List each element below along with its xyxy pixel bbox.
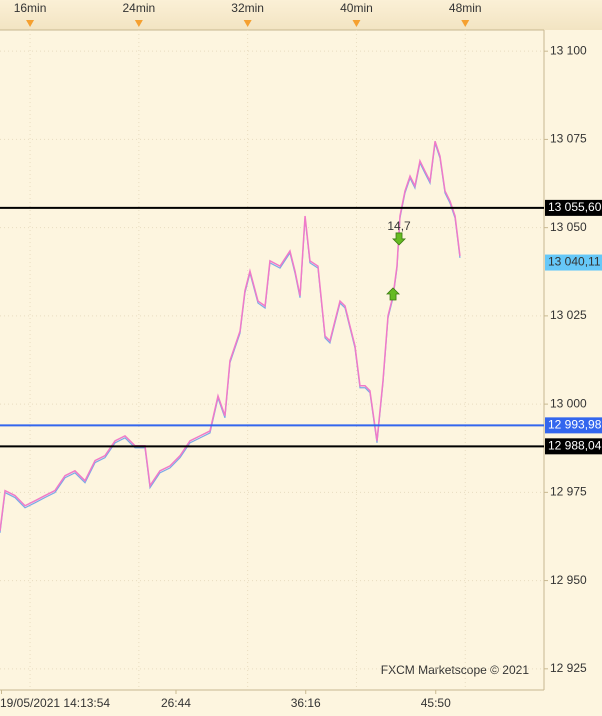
level-label-bg [545,199,602,216]
y-tick-label: 13 025 [550,308,587,322]
x-tick-marker [352,20,361,27]
y-tick-label: 13 000 [550,396,587,410]
x2-tick-label: 19/05/2021 14:13:54 [0,696,110,710]
x-tick-label: 16min [14,1,47,15]
x2-tick-label: 36:16 [291,696,321,710]
level-label-bg [545,417,602,434]
x-tick-label: 24min [123,1,156,15]
x-tick-label: 48min [449,1,482,15]
level-label: 12 993,98 [548,418,602,432]
level-label: 12 988,04 [548,439,602,453]
level-label-bg [545,438,602,455]
y-tick-label: 12 950 [550,573,587,587]
level-label: 13 055,60 [548,200,602,214]
x-tick-marker [243,20,252,27]
watermark: FXCM Marketscope © 2021 [381,663,530,677]
signal-arrow [386,287,401,301]
y-tick-label: 13 075 [550,132,587,146]
y-tick-label: 12 975 [550,485,587,499]
current-price-label: 13 040,11 [548,255,601,269]
price-line [0,140,461,531]
x2-tick-label: 26:44 [161,696,191,710]
x2-tick-label: 45:50 [421,696,451,710]
x-tick-marker [26,20,35,27]
x-tick-label: 32min [231,1,264,15]
x-tick-marker [134,20,143,27]
top-axis-band [0,0,602,30]
y-tick-label: 13 100 [550,43,587,57]
signal-arrow [392,232,406,246]
current-price-bg [545,254,602,271]
signal-label: 14,7 [387,219,411,233]
x-tick-label: 40min [340,1,373,15]
y-tick-label: 13 050 [550,220,587,234]
x-tick-marker [461,20,470,27]
y-tick-label: 12 925 [550,661,587,675]
